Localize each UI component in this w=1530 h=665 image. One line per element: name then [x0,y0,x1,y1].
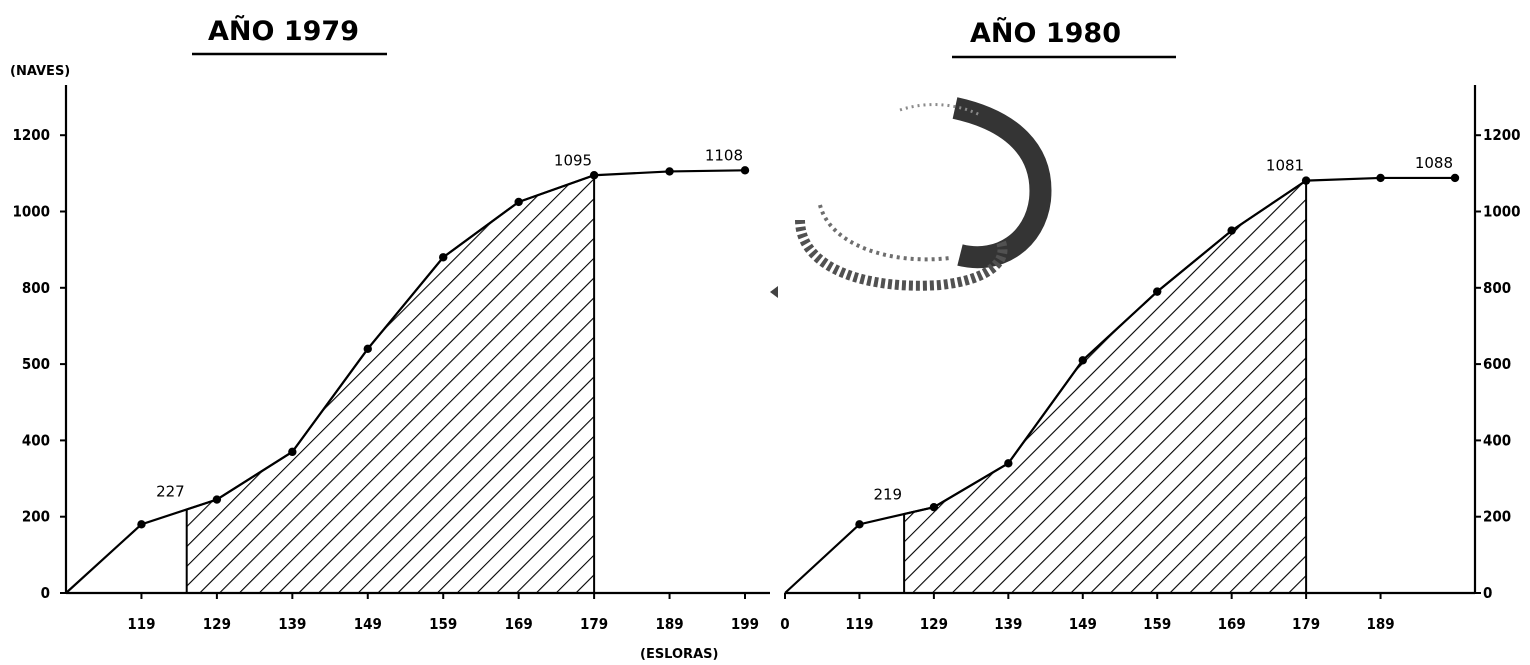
left-y-tick-label: 0 [41,584,50,602]
right-x-tick-label: 139 [994,615,1022,633]
right-x-tick-label: 0 [780,615,789,633]
left-x-tick-label: 129 [203,615,231,633]
right-data-point [855,520,864,529]
right-x-tick-label: 159 [1143,615,1171,633]
right-series-line [784,176,1455,594]
left-data-point [288,447,297,457]
left-y-tick-label: 200 [22,508,50,526]
right-x-tick-label: 149 [1069,615,1097,633]
right-x-tick-label: 129 [920,615,948,633]
right-y-tick-label: 0 [1483,584,1492,602]
left-y-tick-label: 400 [22,431,50,449]
right-annotation: 1081 [1266,157,1304,175]
right-x-tick-label: 189 [1366,615,1394,633]
left-x-tick-label: 159 [429,615,457,633]
right-annotation: 1088 [1415,154,1453,172]
right-data-point [1376,173,1385,183]
left-x-tick-label: 199 [731,615,759,633]
right-data-point [1450,173,1460,183]
y-axis-label: (NAVES) [10,64,70,79]
right-data-point [1078,356,1087,365]
right-y-tick-label: 400 [1483,431,1511,449]
right-x-tick-label: 179 [1292,615,1320,633]
left-y-tick-label: 800 [22,279,50,297]
right-data-point [1301,176,1311,185]
left-x-tick-label: 139 [278,615,306,633]
left-data-point [589,171,599,180]
right-data-point [1004,459,1013,468]
right-x-tick-label: 119 [845,615,873,633]
x-axis-label: (ESLORAS) [640,647,718,662]
right-y-tick-label: 200 [1483,508,1511,526]
right-annotation: 219 [873,485,902,503]
left-data-point [665,167,674,176]
left-x-tick-label: 169 [505,615,533,633]
right-data-point [929,502,939,512]
right-data-point [1227,226,1236,235]
left-y-tick-label: 1200 [12,126,50,144]
right-shaded-area [903,178,1308,594]
right-y-tick-label: 800 [1483,279,1511,297]
right-x-tick-label: 169 [1218,615,1246,633]
chart-title-right: AÑO 1980 [970,17,1121,49]
left-data-point [439,253,448,262]
left-y-tick-label: 1000 [12,203,50,221]
left-x-tick-label: 189 [655,615,683,633]
left-data-point [363,344,372,354]
left-data-point [212,495,222,504]
left-data-point [740,166,750,175]
left-x-tick-label: 119 [127,615,155,633]
stamp-mark [770,97,1052,298]
right-y-tick-label: 1000 [1483,203,1521,221]
left-data-point [137,520,146,529]
left-x-tick-label: 149 [354,615,382,633]
right-y-tick-label: 1200 [1483,126,1521,144]
left-x-tick-label: 179 [580,615,608,633]
right-y-tick-label: 600 [1483,355,1511,373]
left-shaded-area [185,173,596,594]
right-data-point [1153,287,1162,296]
left-data-point [514,197,523,207]
chart-title-left: AÑO 1979 [208,15,359,47]
left-annotation: 227 [156,482,185,500]
left-annotation: 1095 [554,151,592,169]
left-annotation: 1108 [705,146,743,164]
left-series-line [65,169,746,594]
left-y-tick-label: 500 [22,355,50,373]
